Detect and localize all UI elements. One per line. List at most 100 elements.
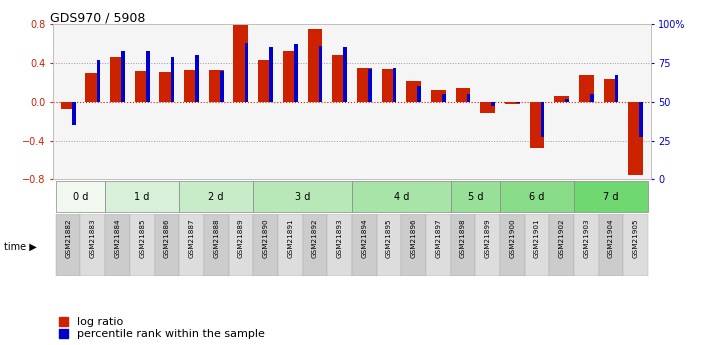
Bar [228,214,253,276]
Bar [258,60,273,102]
Text: time ▶: time ▶ [4,242,36,252]
Bar [639,102,643,137]
Bar [442,94,446,102]
Bar [179,214,204,276]
Bar [401,214,426,276]
Bar [500,181,574,212]
Text: 7 d: 7 d [604,192,619,201]
Text: GSM21903: GSM21903 [584,219,589,258]
Bar [308,29,322,102]
Bar [233,25,248,102]
Bar [146,50,149,102]
Text: GSM21887: GSM21887 [188,219,195,258]
Bar [154,214,179,276]
Text: GSM21882: GSM21882 [65,219,71,258]
Bar [574,214,599,276]
Bar [574,181,648,212]
Text: 5 d: 5 d [468,192,483,201]
Bar [278,214,303,276]
Text: GSM21893: GSM21893 [336,219,343,258]
Text: 6 d: 6 d [530,192,545,201]
Bar [480,102,495,114]
Bar [377,214,401,276]
Bar [55,181,105,212]
Bar [500,214,525,276]
Bar [357,68,372,102]
Bar [253,214,278,276]
Text: GSM21884: GSM21884 [114,219,120,258]
Bar [431,90,446,102]
Text: GSM21897: GSM21897 [435,219,442,258]
Text: GSM21898: GSM21898 [460,219,466,258]
Bar [466,94,471,102]
Bar [368,69,372,102]
Bar [382,69,396,102]
Text: GSM21904: GSM21904 [608,219,614,258]
Bar [204,214,228,276]
Bar [294,44,298,102]
Bar [196,55,199,102]
Bar [269,47,273,102]
Bar [121,50,125,102]
Bar [417,86,421,102]
Bar [599,214,624,276]
Bar [525,214,550,276]
Bar [80,214,105,276]
Bar [105,214,130,276]
Bar [456,88,471,102]
Text: 2 d: 2 d [208,192,224,201]
Bar [105,181,179,212]
Bar [505,102,520,104]
Bar [451,214,476,276]
Text: GSM21905: GSM21905 [633,219,638,258]
Bar [476,214,500,276]
Text: GSM21888: GSM21888 [213,219,219,258]
Text: 1 d: 1 d [134,192,150,201]
Text: GSM21889: GSM21889 [238,219,244,258]
Text: 0 d: 0 d [73,192,88,201]
Bar [491,102,495,106]
Bar [319,46,322,102]
Bar [245,43,248,102]
Bar [209,70,224,102]
Bar [332,55,347,102]
Bar [565,99,569,102]
Bar [426,214,451,276]
Bar [451,181,500,212]
Bar [541,102,545,137]
Bar [624,214,648,276]
Bar [303,214,327,276]
Text: GSM21896: GSM21896 [411,219,417,258]
Bar [615,75,619,102]
Text: 4 d: 4 d [394,192,409,201]
Bar [97,60,100,102]
Text: GSM21891: GSM21891 [287,219,293,258]
Bar [283,51,298,102]
Legend: log ratio, percentile rank within the sample: log ratio, percentile rank within the sa… [59,317,264,339]
Bar [629,102,643,175]
Bar [590,94,594,102]
Text: GSM21902: GSM21902 [559,219,565,258]
Bar [72,102,75,125]
Bar [220,71,224,102]
Bar [352,181,451,212]
Bar [159,72,174,102]
Bar [530,102,545,148]
Bar [253,181,352,212]
Text: GSM21899: GSM21899 [485,219,491,258]
Text: GSM21895: GSM21895 [386,219,392,258]
Bar [555,96,569,102]
Bar [579,75,594,102]
Text: GSM21900: GSM21900 [509,219,515,258]
Bar [406,81,421,102]
Text: GSM21886: GSM21886 [164,219,170,258]
Text: GSM21894: GSM21894 [361,219,368,258]
Bar [327,214,352,276]
Text: GSM21883: GSM21883 [90,219,96,258]
Bar [550,214,574,276]
Bar [110,57,125,102]
Text: GSM21885: GSM21885 [139,219,145,258]
Bar [171,57,174,102]
Bar [179,181,253,212]
Text: GSM21892: GSM21892 [312,219,318,258]
